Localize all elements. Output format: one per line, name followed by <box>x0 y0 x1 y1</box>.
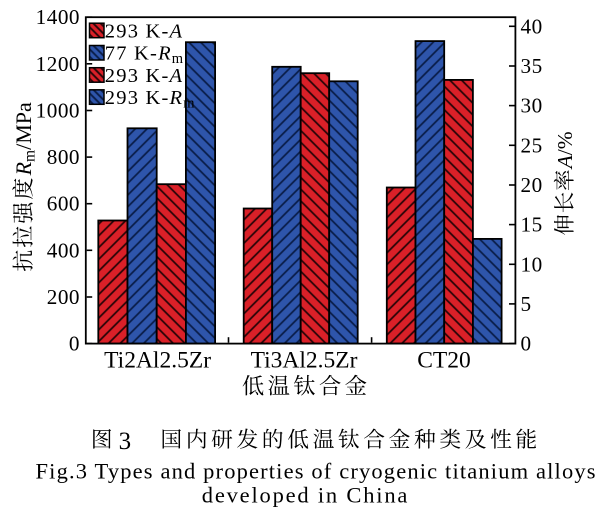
svg-text:200: 200 <box>47 285 80 309</box>
svg-text:600: 600 <box>47 192 80 216</box>
svg-text:800: 800 <box>47 145 80 169</box>
svg-text:Rm/MPa: Rm/MPa <box>11 102 39 176</box>
svg-text:Ti2Al2.5Zr: Ti2Al2.5Zr <box>104 348 211 374</box>
svg-text:400: 400 <box>47 238 80 262</box>
svg-text:30: 30 <box>521 94 543 118</box>
svg-text:40: 40 <box>521 14 543 38</box>
svg-text:25: 25 <box>521 133 543 157</box>
svg-text:293 K-A: 293 K-A <box>105 65 183 87</box>
svg-text:5: 5 <box>521 292 532 316</box>
svg-text:293 K-Rm: 293 K-Rm <box>105 87 196 112</box>
svg-text:0: 0 <box>69 332 80 356</box>
svg-text:1200: 1200 <box>36 52 80 76</box>
svg-text:3: 3 <box>119 428 132 455</box>
svg-text:developed in China: developed in China <box>202 483 409 508</box>
svg-text:1000: 1000 <box>36 99 80 123</box>
svg-text:Ti3Al2.5Zr: Ti3Al2.5Zr <box>251 348 358 374</box>
svg-text:293 K-A: 293 K-A <box>105 21 183 43</box>
svg-text:77 K-Rm: 77 K-Rm <box>105 43 184 67</box>
svg-text:10: 10 <box>521 252 543 276</box>
svg-text:Fig.3 Types and properties of: Fig.3 Types and properties of cryogenic … <box>36 459 597 484</box>
svg-text:35: 35 <box>521 54 543 78</box>
svg-text:20: 20 <box>521 173 543 197</box>
svg-text:15: 15 <box>521 213 543 237</box>
svg-text:CT20: CT20 <box>417 348 471 374</box>
svg-text:1400: 1400 <box>36 5 80 29</box>
svg-text:A/%: A/% <box>553 131 577 170</box>
svg-text:0: 0 <box>521 332 532 356</box>
